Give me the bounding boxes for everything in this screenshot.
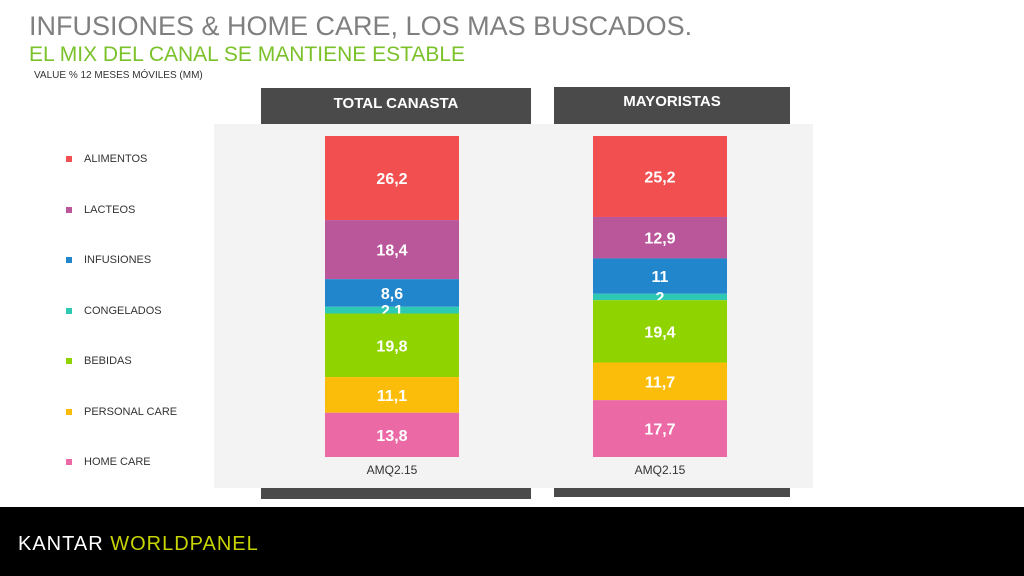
legend-label: INFUSIONES xyxy=(84,254,152,266)
legend-swatch xyxy=(66,459,72,465)
bar-segment-home-care xyxy=(325,412,459,457)
data-label: 2 xyxy=(656,290,665,307)
bar-segment-infusiones xyxy=(593,258,727,294)
bar-segment-bebidas xyxy=(593,300,727,363)
legend-swatch xyxy=(66,257,72,263)
panel-footer-bar-right xyxy=(554,488,790,497)
data-label: 26,2 xyxy=(376,171,407,188)
bar-segment-congelados xyxy=(593,293,727,301)
page-title: INFUSIONES & HOME CARE, LOS MAS BUSCADOS… xyxy=(29,11,693,41)
data-label: 11,1 xyxy=(377,388,407,405)
bar-segment-personal-care xyxy=(325,377,459,413)
bar-segment-personal-care xyxy=(593,362,727,401)
data-label: 11 xyxy=(652,269,669,286)
panel-header-total-canasta: TOTAL CANASTA xyxy=(261,88,531,124)
bar-segment-alimentos xyxy=(593,136,727,217)
bar-segment-infusiones xyxy=(325,279,459,307)
legend-label: ALIMENTOS xyxy=(84,153,148,165)
legend-swatch xyxy=(66,206,72,213)
logo-text-kantar: KANTAR xyxy=(18,533,111,555)
legend-item-congelados: CONGELADOS xyxy=(66,304,162,318)
data-label: 12,9 xyxy=(644,231,675,248)
page-subtitle: EL MIX DEL CANAL SE MANTIENE ESTABLE xyxy=(29,43,466,66)
legend-label: PERSONAL CARE xyxy=(84,405,178,418)
bar-segment-lacteos xyxy=(593,216,727,259)
legend-item-lacteos: LACTEOS xyxy=(66,203,135,217)
data-label: 11,7 xyxy=(645,374,675,391)
legend-swatch xyxy=(66,307,72,314)
measure-note: VALUE % 12 MESES MÓVILES (MM) xyxy=(34,70,203,81)
legend-item-bebidas: BEBIDAS xyxy=(66,354,132,368)
legend-label: LACTEOS xyxy=(84,203,136,216)
bar-segment-bebidas xyxy=(325,313,459,378)
bar-segment-congelados xyxy=(325,306,459,314)
data-label: 17,7 xyxy=(644,422,675,439)
logo-text-worldpanel: WORLDPANEL xyxy=(110,533,259,555)
bar-segment-alimentos xyxy=(325,136,459,221)
panel-header-mayoristas: MAYORISTAS xyxy=(554,87,790,124)
legend-item-personal-care: PERSONAL CARE xyxy=(66,405,177,419)
legend-item-infusiones: INFUSIONES xyxy=(66,253,151,267)
bar-segment-lacteos xyxy=(325,220,459,280)
category-label: AMQ2.15 xyxy=(635,463,686,477)
bar-segment-home-care xyxy=(593,400,727,457)
data-label: 13,8 xyxy=(376,428,407,445)
legend-label: HOME CARE xyxy=(84,456,151,468)
legend-item-alimentos: ALIMENTOS xyxy=(66,152,147,166)
data-label: 19,8 xyxy=(376,338,407,355)
panel-footer-bar-left xyxy=(261,488,531,499)
legend-label: CONGELADOS xyxy=(84,304,162,317)
data-label: 19,4 xyxy=(644,324,675,341)
category-label: AMQ2.15 xyxy=(367,463,418,477)
legend-item-home-care: HOME CARE xyxy=(66,455,151,469)
data-label: 18,4 xyxy=(376,243,407,260)
legend-swatch xyxy=(66,408,72,415)
legend-label: BEBIDAS xyxy=(84,355,132,367)
legend-swatch xyxy=(66,156,72,162)
data-label: 25,2 xyxy=(644,169,675,186)
data-label: 8,6 xyxy=(381,286,403,303)
footer-bar: KANTAR WORLDPANEL xyxy=(0,507,1024,576)
kantar-worldpanel-logo: KANTAR WORLDPANEL xyxy=(18,533,259,556)
legend-swatch xyxy=(66,358,72,364)
